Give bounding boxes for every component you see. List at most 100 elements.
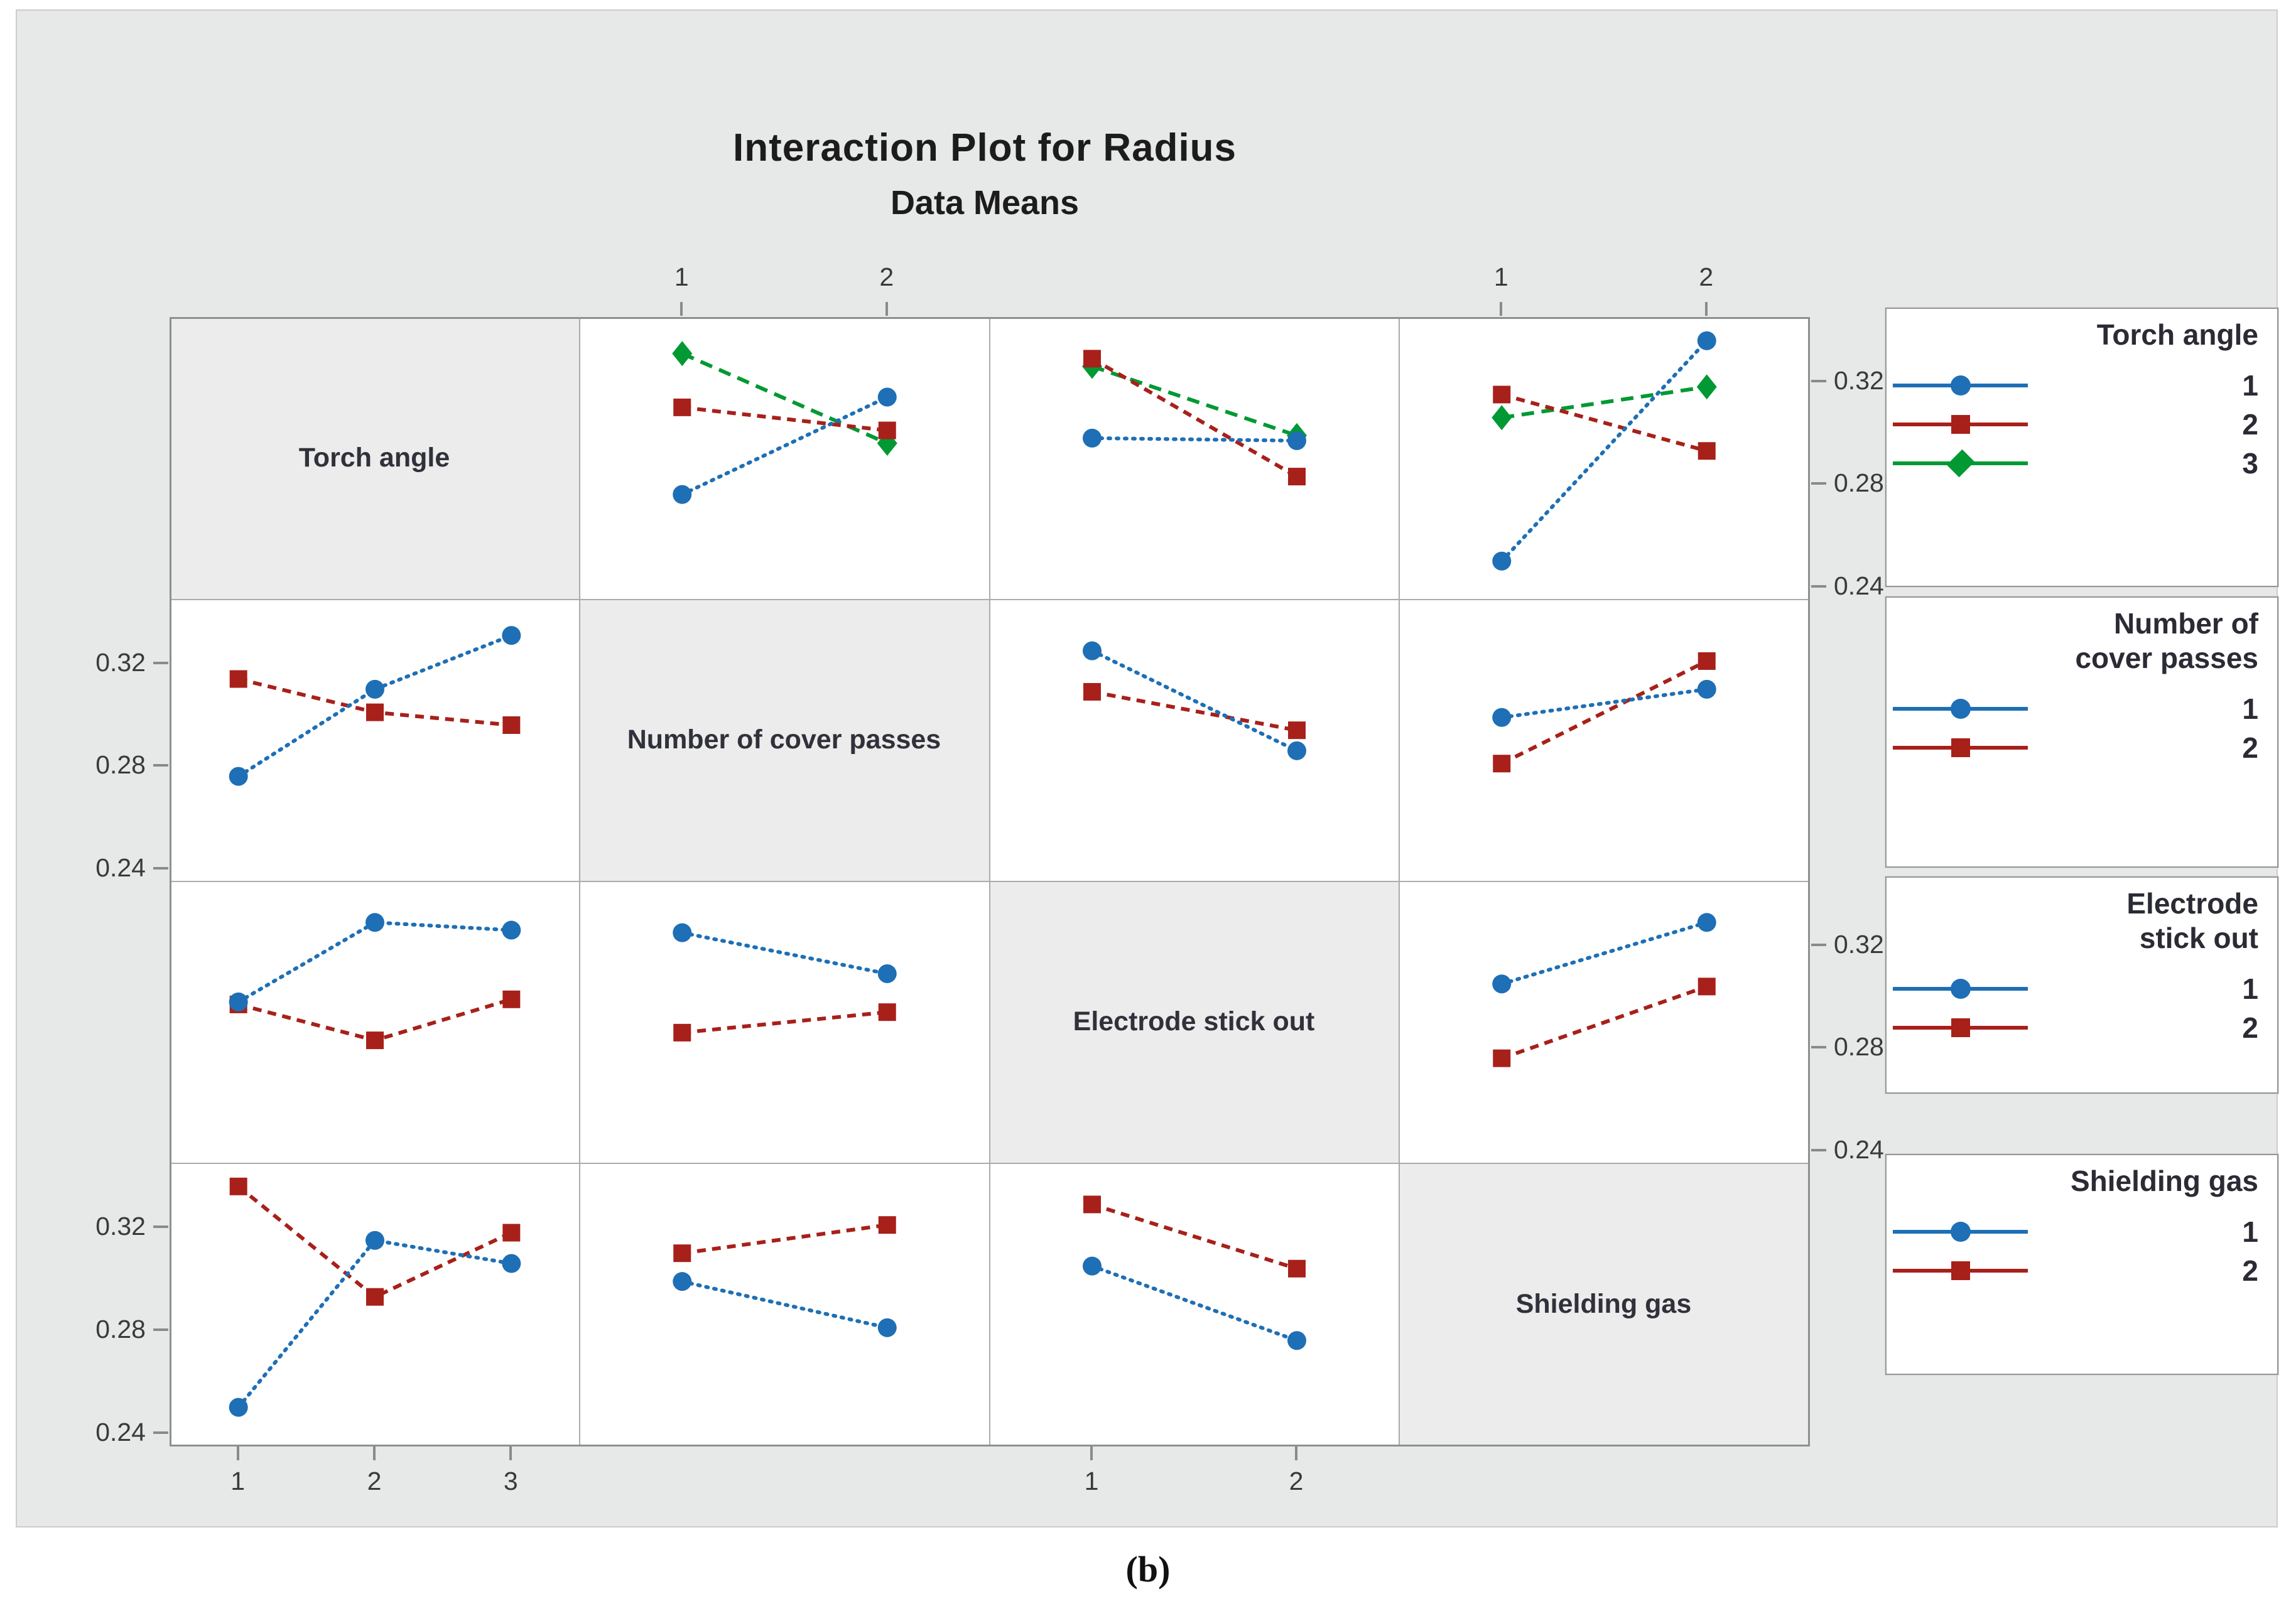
marker-circle — [1697, 913, 1716, 932]
marker-square — [878, 1216, 896, 1234]
legend-entry-2: 2 — [1893, 408, 2258, 441]
axis-tick-label: 2 — [1289, 1467, 1304, 1495]
trace-number-of-cover-passes-1 — [1090, 649, 1299, 753]
axis-tick — [1704, 302, 1708, 316]
marker-square — [673, 1244, 691, 1263]
square-series-sample-icon — [1893, 1256, 2028, 1285]
matrix-diagonal-cell — [579, 599, 990, 882]
axis-tick — [1811, 584, 1826, 588]
trace-electrode-stick-out-2 — [1501, 984, 1708, 1060]
legend-entry-1: 1 — [1893, 1215, 2258, 1248]
axis-tick — [153, 764, 168, 767]
marker-circle — [673, 923, 692, 942]
marker-square — [502, 1224, 521, 1242]
legend-entry-label: 2 — [2242, 408, 2258, 441]
trace-torch-angle-1 — [1090, 436, 1299, 443]
marker-circle — [877, 1318, 897, 1337]
circle-marker-icon — [1950, 375, 1971, 396]
axis-tick-label: 1 — [230, 1467, 246, 1495]
marker-circle — [229, 992, 248, 1011]
matrix-panel-cell — [1399, 599, 1810, 882]
axis-tick — [373, 1446, 376, 1460]
axis-tick — [1090, 1446, 1093, 1460]
legend-entry-2: 2 — [1893, 731, 2258, 764]
square-marker-icon — [1951, 1018, 1970, 1037]
marker-square — [1698, 978, 1716, 996]
marker-circle — [673, 1272, 692, 1291]
matrix-diagonal-cell — [1399, 1163, 1810, 1446]
marker-square — [1288, 721, 1306, 740]
legend-entry-label: 1 — [2242, 972, 2258, 1005]
axis-tick-label: 2 — [879, 262, 894, 291]
trace-torch-angle-1 — [1500, 338, 1709, 563]
legend-torch-angle: Torch angle 1 2 3 — [1885, 308, 2278, 587]
marker-circle — [1083, 641, 1102, 660]
circle-marker-icon — [1950, 979, 1971, 999]
marker-diamond — [1492, 405, 1512, 431]
circle-marker-icon — [1950, 699, 1971, 719]
marker-square — [1698, 442, 1716, 460]
legend-entry-label: 3 — [2242, 447, 2258, 480]
axis-tick — [153, 1328, 168, 1331]
legend-entry-1: 1 — [1893, 972, 2258, 1005]
diamond-marker-icon — [1946, 449, 1974, 478]
trace-number-of-cover-passes-1 — [1500, 687, 1709, 719]
axis-tick-label: 0.28 — [1834, 468, 1884, 498]
axis-tick-label: 2 — [1699, 262, 1714, 291]
square-marker-icon — [1951, 415, 1970, 434]
axis-tick — [153, 1225, 168, 1229]
trace-shielding-gas-2 — [237, 1185, 512, 1300]
diamond-series-sample-icon — [1893, 449, 2028, 478]
axis-tick — [1811, 482, 1826, 485]
marker-square — [1083, 1195, 1101, 1214]
legend-entry-label: 2 — [2242, 1011, 2258, 1044]
axis-tick-label: 0.24 — [1834, 571, 1884, 600]
legend-entry-1: 1 — [1893, 369, 2258, 402]
marker-circle — [502, 920, 521, 940]
axis-tick-label: 1 — [1084, 1467, 1099, 1495]
legend-title: Shielding gas — [2070, 1165, 2258, 1197]
trace-torch-angle-2 — [681, 405, 888, 433]
legend-entry-2: 2 — [1893, 1254, 2258, 1287]
trace-torch-angle-2 — [1501, 392, 1708, 453]
panel-matrix-svg — [169, 316, 1811, 1447]
chart-subtitle: Data Means — [890, 184, 1080, 222]
trace-torch-angle-3 — [1091, 364, 1297, 438]
axis-tick-label: 3 — [503, 1467, 518, 1495]
trace-shielding-gas-1 — [680, 1279, 889, 1330]
marker-circle — [1287, 741, 1306, 760]
matrix-panel-cell — [170, 599, 580, 882]
marker-circle — [877, 964, 897, 983]
marker-circle — [1697, 679, 1716, 699]
marker-square — [673, 398, 691, 416]
axis-tick — [236, 1446, 239, 1460]
axis-tick-label: 2 — [367, 1467, 382, 1495]
axis-tick — [885, 302, 888, 316]
legend-entry-label: 1 — [2242, 692, 2258, 725]
marker-circle — [366, 913, 384, 932]
trace-electrode-stick-out-2 — [681, 1010, 888, 1035]
axis-tick-label: 0.32 — [95, 1212, 146, 1241]
marker-circle — [673, 485, 692, 504]
marker-square — [1288, 468, 1306, 486]
axis-tick-label: 0.32 — [95, 648, 146, 677]
axis-tick — [1811, 1148, 1826, 1151]
marker-square — [1493, 755, 1511, 773]
matrix-diagonal-cell — [170, 317, 580, 600]
marker-circle — [1697, 331, 1716, 350]
matrix-panel-cell — [989, 317, 1400, 600]
marker-square — [673, 1023, 691, 1042]
square-series-sample-icon — [1893, 1013, 2028, 1042]
axis-tick — [1811, 380, 1826, 383]
matrix-panel-cell — [579, 881, 990, 1164]
axis-tick — [153, 1431, 168, 1434]
figure-caption: (b) — [1125, 1549, 1171, 1590]
axis-tick-label: 0.28 — [1834, 1032, 1884, 1062]
square-marker-icon — [1951, 738, 1970, 757]
marker-square — [229, 670, 247, 688]
